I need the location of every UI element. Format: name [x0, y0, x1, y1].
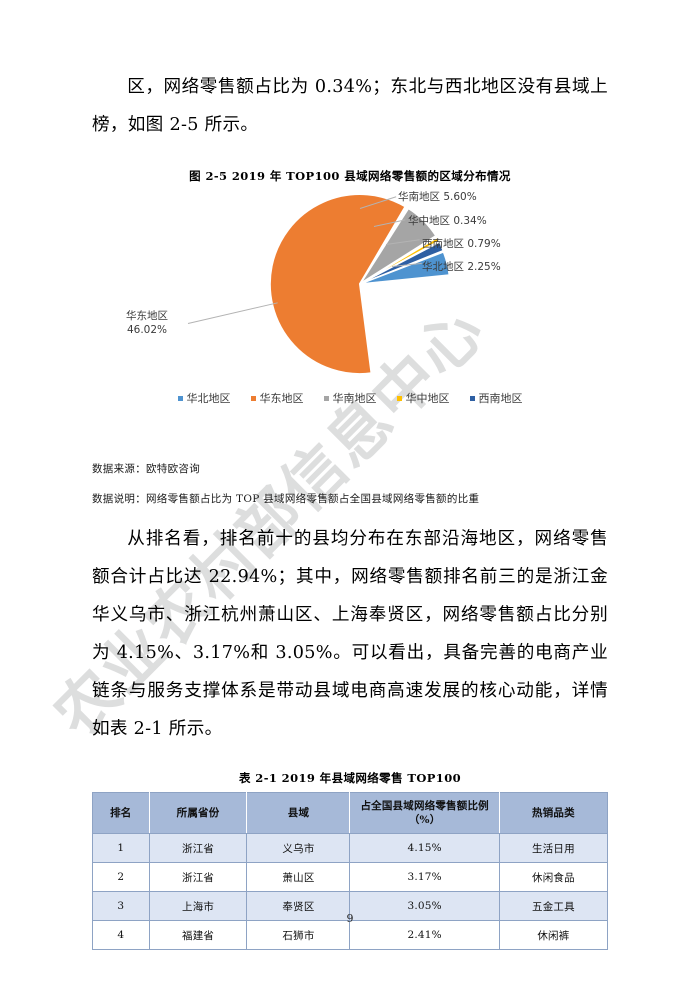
legend-label: 西南地区 [478, 392, 523, 405]
table-row: 1 浙江省 义乌市 4.15% 生活日用 [92, 833, 609, 863]
table-title: 表 2-1 2019 年县域网络零售 TOP100 [238, 771, 462, 785]
th-rank: 排名 [92, 792, 150, 834]
table-header: 排名 所属省份 县域 占全国县域网络零售额比例（%） 热销品类 [92, 792, 609, 834]
pie-slice-xinan [359, 241, 444, 285]
pie-label-huanan: 华南地区 5.60% [398, 191, 477, 203]
legend-swatch-icon [250, 395, 256, 401]
table-row: 2 浙江省 萧山区 3.17% 休闲食品 [92, 862, 609, 892]
cell-rank: 2 [92, 862, 150, 892]
legend-label: 华北地区 [186, 392, 231, 405]
body-paragraph: 从排名看，排名前十的县均分布在东部沿海地区，网络零售额合计占比达 22.94%；… [92, 529, 608, 739]
top-paragraph: 区，网络零售额占比为 0.34%；东北与西北地区没有县域上榜，如图 2-5 所示… [92, 77, 608, 135]
pie-label-huazhong: 华中地区 0.34% [408, 215, 487, 227]
legend-swatch-icon [396, 395, 402, 401]
legend-label: 华南地区 [332, 392, 377, 405]
cell-province: 浙江省 [148, 833, 248, 863]
legend-swatch-icon [323, 395, 329, 401]
page-number: 9 [346, 912, 354, 925]
legend-item-huadong: 华东地区 [250, 390, 304, 406]
pie-label-huadong-value: 46.02% [126, 324, 168, 336]
leader-line-huadong [187, 302, 278, 324]
cell-rank: 1 [92, 833, 150, 863]
pie-label-huabei: 华北地区 2.25% [422, 261, 501, 273]
cell-pct: 4.15% [349, 833, 500, 863]
legend-swatch-icon [469, 395, 475, 401]
pie-slice-huabei [359, 250, 450, 285]
pie-slice-huanan [359, 206, 438, 285]
cell-rank: 3 [92, 891, 150, 921]
th-county: 县域 [246, 792, 351, 834]
cell-category: 休闲裤 [498, 920, 609, 950]
cell-province: 浙江省 [148, 862, 248, 892]
cell-category: 生活日用 [498, 833, 609, 863]
legend-item-xinan: 西南地区 [469, 390, 523, 406]
cell-category: 休闲食品 [498, 862, 609, 892]
pie-chart: 华东地区 46.02% 华南地区 5.60% 华中地区 0.34% 西南地区 0… [92, 190, 608, 455]
pie-slice-huazhong [359, 236, 440, 285]
table-row: 3 上海市 奉贤区 3.05% 五金工具 [92, 891, 609, 921]
table-row: 4 福建省 石狮市 2.41% 休闲裤 [92, 920, 609, 950]
cell-pct: 2.41% [349, 920, 500, 950]
cell-rank: 4 [92, 920, 150, 950]
cell-county: 萧山区 [246, 862, 351, 892]
pie-slice-huadong [270, 194, 407, 374]
pie-graphic [270, 194, 450, 374]
pie-svg [270, 194, 450, 374]
figure-source-note: 数据来源：欧特欧咨询 [92, 463, 200, 475]
th-category: 热销品类 [498, 792, 609, 834]
top100-table: 排名 所属省份 县域 占全国县域网络零售额比例（%） 热销品类 1 浙江省 义乌… [92, 792, 609, 950]
table-header-row: 排名 所属省份 县域 占全国县域网络零售额比例（%） 热销品类 [92, 792, 609, 834]
figure-explain-note: 数据说明：网络零售额占比为 TOP 县域网络零售额占全国县域网络零售额的比重 [92, 493, 480, 505]
legend-label: 华中地区 [405, 392, 450, 405]
table-body: 1 浙江省 义乌市 4.15% 生活日用 2 浙江省 萧山区 3.17% 休闲食… [92, 833, 609, 950]
cell-pct: 3.17% [349, 862, 500, 892]
legend-label: 华东地区 [259, 392, 304, 405]
legend-swatch-icon [177, 395, 183, 401]
legend-item-huabei: 华北地区 [177, 390, 231, 406]
pie-label-huadong: 华东地区 46.02% [108, 309, 186, 337]
cell-province: 福建省 [148, 920, 248, 950]
cell-category: 五金工具 [498, 891, 609, 921]
chart-legend: 华北地区 华东地区 华南地区 华中地区 西南地区 [92, 390, 608, 406]
pie-label-huadong-name: 华东地区 [126, 310, 168, 322]
cell-county: 奉贤区 [246, 891, 351, 921]
th-province: 所属省份 [148, 792, 248, 834]
figure-title: 图 2-5 2019 年 TOP100 县域网络零售额的区域分布情况 [189, 169, 511, 183]
legend-item-huanan: 华南地区 [323, 390, 377, 406]
legend-item-huazhong: 华中地区 [396, 390, 450, 406]
th-pct: 占全国县域网络零售额比例（%） [349, 792, 500, 834]
cell-province: 上海市 [148, 891, 248, 921]
pie-label-xinan: 西南地区 0.79% [422, 238, 501, 250]
cell-pct: 3.05% [349, 891, 500, 921]
cell-county: 义乌市 [246, 833, 351, 863]
